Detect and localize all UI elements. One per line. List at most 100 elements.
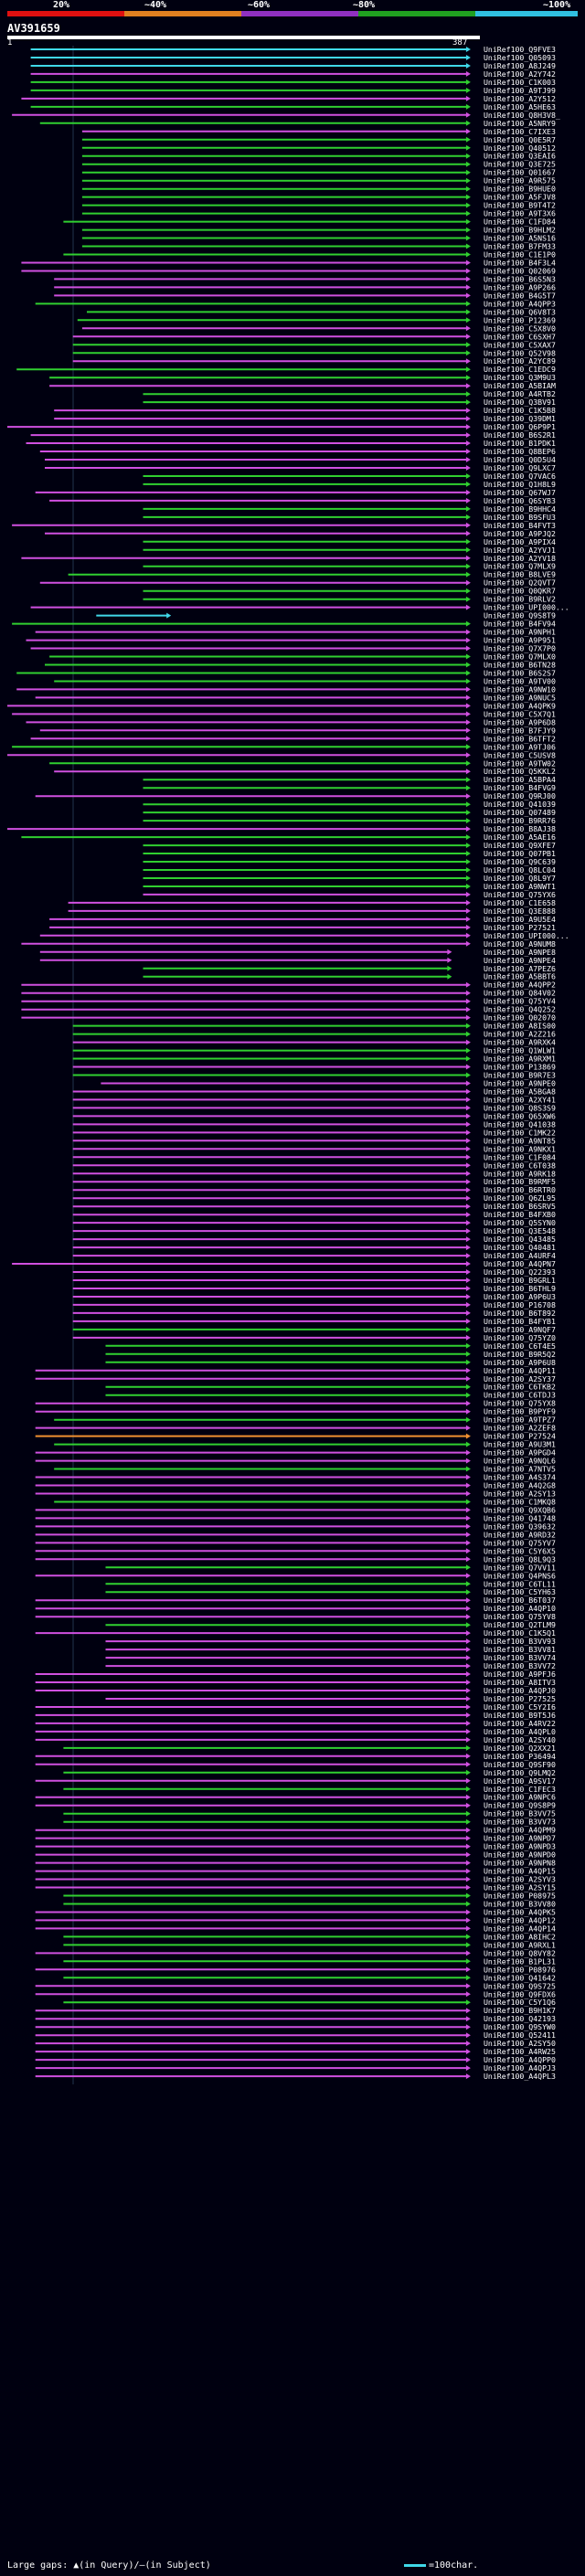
hit-label[interactable]: UniRef100_B6TFT2 <box>484 734 556 743</box>
hit-row[interactable]: UniRef100_A5AE16 <box>21 832 556 842</box>
hit-row[interactable]: UniRef100_A4QPK9 <box>7 701 556 710</box>
hit-row[interactable]: UniRef100_B6S5N3 <box>54 274 556 283</box>
hit-row[interactable]: UniRef100_Q75YX8 <box>35 1399 556 1408</box>
hit-row[interactable]: UniRef100_A2SYV3 <box>35 1875 556 1884</box>
hit-label[interactable]: UniRef100_Q52411 <box>484 2030 556 2040</box>
hit-row[interactable]: UniRef100_B3VV80 <box>63 1900 556 1909</box>
hit-row[interactable]: UniRef100_Q07489 <box>143 808 556 817</box>
hit-row[interactable]: UniRef100_A2SY50 <box>35 2039 556 2048</box>
hit-row[interactable]: UniRef100_A2YV18 <box>21 554 556 563</box>
hit-label[interactable]: UniRef100_Q2QVT7 <box>484 578 556 588</box>
hit-row[interactable]: UniRef100_A9TJ06 <box>12 742 556 751</box>
hit-row[interactable]: UniRef100_Q9XQB6 <box>35 1505 556 1514</box>
hit-row[interactable]: UniRef100_A5BBT6 <box>143 972 556 981</box>
hit-label[interactable]: UniRef100_Q9FDX6 <box>484 1989 556 1998</box>
hit-label[interactable]: UniRef100_C6T4E5 <box>484 1341 556 1351</box>
hit-row[interactable]: UniRef100_B9GRL1 <box>72 1276 556 1285</box>
hit-label[interactable]: UniRef100_P27525 <box>484 1694 556 1703</box>
hit-label[interactable]: UniRef100_A9NPD7 <box>484 1834 556 1843</box>
hit-label[interactable]: UniRef100_Q4Q252 <box>484 1005 556 1014</box>
hit-label[interactable]: UniRef100_Q05093 <box>484 53 556 62</box>
hit-label[interactable]: UniRef100_A9NPC6 <box>484 1793 556 1802</box>
hit-row[interactable]: UniRef100_B1PDK1 <box>26 439 556 448</box>
hit-row[interactable]: UniRef100_A9SV17 <box>35 1776 556 1786</box>
hit-label[interactable]: UniRef100_A5AE16 <box>484 832 556 842</box>
hit-row[interactable]: UniRef100_A9NPE4 <box>39 956 556 965</box>
hit-row[interactable]: UniRef100_A4QPL0 <box>35 1727 556 1736</box>
hit-label[interactable]: UniRef100_A9TW02 <box>484 758 556 768</box>
hit-label[interactable]: UniRef100_Q07PB1 <box>484 849 556 858</box>
hit-label[interactable]: UniRef100_B9SFU3 <box>484 513 556 522</box>
hit-row[interactable]: UniRef100_Q8H3V8_ <box>12 111 560 120</box>
hit-label[interactable]: UniRef100_B6S2R1 <box>484 430 556 440</box>
hit-label[interactable]: UniRef100_C1E658 <box>484 898 556 907</box>
hit-row[interactable]: UniRef100_A2YVJ1 <box>143 546 556 555</box>
hit-label[interactable]: UniRef100_B4G5T7 <box>484 291 556 300</box>
hit-row[interactable]: UniRef100_B9R7E3 <box>72 1071 556 1080</box>
hit-label[interactable]: UniRef100_A4S374 <box>484 1473 556 1482</box>
hit-label[interactable]: UniRef100_A9NQF7 <box>484 1325 556 1334</box>
hit-row[interactable]: UniRef100_A9TW02 <box>49 758 556 768</box>
hit-row[interactable]: UniRef100_B4FVT3 <box>12 521 556 530</box>
hit-row[interactable]: UniRef100_A9P266 <box>54 282 556 292</box>
hit-label[interactable]: UniRef100_Q41039 <box>484 800 556 809</box>
hit-row[interactable]: UniRef100_A9TPZ7 <box>54 1415 556 1425</box>
hit-row[interactable]: UniRef100_Q9C639 <box>143 857 556 866</box>
hit-row[interactable]: UniRef100_C5XAX7 <box>72 340 556 349</box>
hit-row[interactable]: UniRef100_A8IHC2 <box>63 1932 556 1941</box>
hit-row[interactable]: UniRef100_A9RXK4 <box>72 1038 556 1047</box>
hit-label[interactable]: UniRef100_B6T037 <box>484 1595 556 1605</box>
hit-row[interactable]: UniRef100_Q9RJ00 <box>35 791 556 800</box>
hit-row[interactable]: UniRef100_B3VV75 <box>63 1809 556 1818</box>
hit-label[interactable]: UniRef100_C5Y2I6 <box>484 1702 556 1712</box>
hit-label[interactable]: UniRef100_Q4PNS6 <box>484 1571 556 1580</box>
hit-row[interactable]: UniRef100_Q39632 <box>35 1521 556 1531</box>
hit-label[interactable]: UniRef100_P08976 <box>484 1965 556 1974</box>
hit-row[interactable]: UniRef100_A2Y512 <box>21 94 556 103</box>
hit-row[interactable]: UniRef100_A9NPH1 <box>35 628 556 637</box>
hit-label[interactable]: UniRef100_A4QP15 <box>484 1867 556 1876</box>
hit-row[interactable]: UniRef100_B6SRV5 <box>72 1202 556 1211</box>
hit-row[interactable]: UniRef100_C6SXH7 <box>72 332 556 341</box>
hit-label[interactable]: UniRef100_Q75YV8 <box>484 1612 556 1621</box>
hit-row[interactable]: UniRef100_A9TV00 <box>54 677 556 686</box>
hit-label[interactable]: UniRef100_A2YVJ1 <box>484 546 556 555</box>
hit-row[interactable]: UniRef100_A9P6U8 <box>105 1358 556 1367</box>
hit-label[interactable]: UniRef100_A2ZEF8 <box>484 1424 556 1433</box>
hit-row[interactable]: UniRef100_B4FXB0 <box>72 1210 556 1219</box>
hit-row[interactable]: UniRef100_A9RD32 <box>35 1530 556 1539</box>
hit-row[interactable]: UniRef100_Q8BEP6 <box>39 447 556 456</box>
hit-row[interactable]: UniRef100_Q4Q252 <box>21 1005 556 1014</box>
hit-label[interactable]: UniRef100_Q9LMQ2 <box>484 1768 556 1777</box>
hit-label[interactable]: UniRef100_B3VV80 <box>484 1900 556 1909</box>
hit-label[interactable]: UniRef100_P12369 <box>484 315 556 324</box>
hit-label[interactable]: UniRef100_Q8BEP6 <box>484 447 556 456</box>
hit-row[interactable]: UniRef100_A9NPD7 <box>35 1834 556 1843</box>
hit-label[interactable]: UniRef100_Q02069 <box>484 267 556 276</box>
hit-row[interactable]: UniRef100_A5NS16 <box>81 234 556 243</box>
hit-label[interactable]: UniRef100_A5NRY9 <box>484 119 556 128</box>
hit-row[interactable]: UniRef100_Q40481 <box>72 1243 556 1252</box>
hit-row[interactable]: UniRef100_P27521 <box>49 923 556 932</box>
hit-row[interactable]: UniRef100_A2Z216 <box>72 1030 556 1039</box>
hit-row[interactable]: UniRef100_A4QPL3 <box>35 2072 556 2081</box>
hit-row[interactable]: UniRef100_A9U5E4 <box>49 915 556 924</box>
hit-label[interactable]: UniRef100_Q9LXC7 <box>484 463 556 472</box>
hit-label[interactable]: UniRef100_Q5SYN0 <box>484 1218 556 1227</box>
hit-label[interactable]: UniRef100_A9NPE8 <box>484 948 556 957</box>
hit-row[interactable]: UniRef100_B6S2S7 <box>16 669 556 678</box>
hit-label[interactable]: UniRef100_C1MK22 <box>484 1128 556 1137</box>
hit-row[interactable]: UniRef100_C1K5B8 <box>54 406 556 415</box>
hit-row[interactable]: UniRef100_Q6V8T3 <box>87 307 556 316</box>
hit-label[interactable]: UniRef100_Q1WLW1 <box>484 1046 556 1055</box>
hit-label[interactable]: UniRef100_B9GRL1 <box>484 1276 556 1285</box>
hit-label[interactable]: UniRef100_A4Q2G8 <box>484 1481 556 1490</box>
hit-row[interactable]: UniRef100_Q9SF90 <box>35 1760 556 1769</box>
hit-row[interactable]: UniRef100_A9T3X6 <box>81 209 556 218</box>
hit-row[interactable]: UniRef100_A9NUC5 <box>35 693 556 702</box>
hit-row[interactable]: UniRef100_A9NW10 <box>16 684 556 694</box>
hit-row[interactable]: UniRef100_B6TN28 <box>45 661 556 670</box>
hit-row[interactable]: UniRef100_P27524 <box>35 1432 556 1441</box>
hit-row[interactable]: UniRef100_UPI000... <box>30 603 569 612</box>
hit-row[interactable]: UniRef100_B1PL31 <box>63 1956 556 1966</box>
